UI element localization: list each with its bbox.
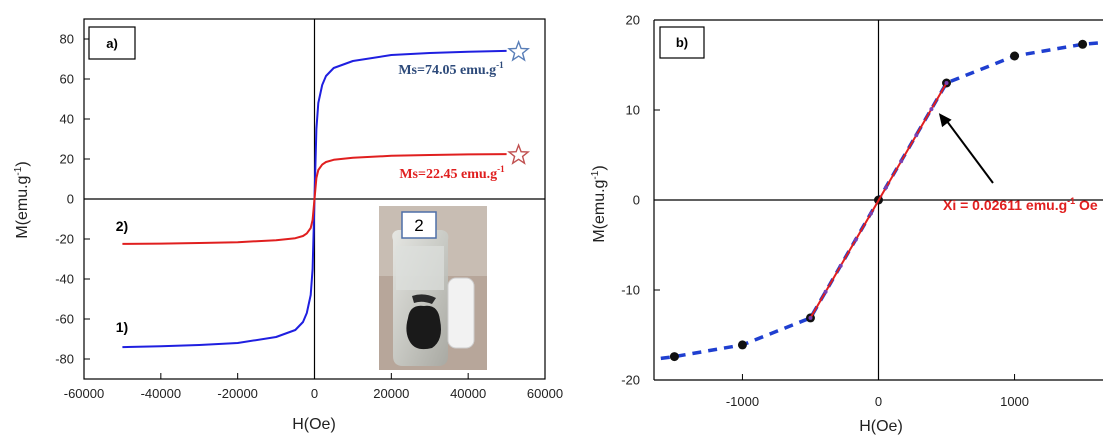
y-tick-label: -20	[55, 232, 74, 247]
ms-annotation-lower: Ms=22.45 emu.g-1	[399, 143, 530, 182]
panel-b-series-layer	[660, 39, 1103, 362]
panel-b-y-title: M(emu.g-1)	[590, 165, 608, 242]
panel-b-tick-layer: -20 -10 0 10 20 -1000 0 1000	[621, 13, 1029, 410]
x-tick-label: 20000	[373, 386, 409, 401]
x-tick-label: -20000	[217, 386, 257, 401]
fit-sample-dot	[944, 81, 949, 85]
fit-sample-dot	[914, 133, 919, 138]
y-tick-label: 10	[626, 103, 640, 118]
x-tick-label: 40000	[450, 386, 486, 401]
ms-upper-text: Ms=74.05 emu.g	[398, 63, 496, 78]
xi-arrow-head	[938, 113, 952, 128]
svg-text:Ms=22.45 emu.g-1: Ms=22.45 emu.g-1	[399, 164, 505, 182]
ms-lower-text: Ms=22.45 emu.g	[399, 167, 497, 182]
fit-sample-dot	[884, 185, 889, 190]
x-tick-label: -1000	[726, 394, 759, 409]
y-tick-label: -10	[621, 283, 640, 298]
y-tick-label: 60	[60, 72, 74, 87]
ms-lower-sup: -1	[497, 164, 505, 174]
y-tick-label: -60	[55, 312, 74, 327]
panel-b-tag: b)	[676, 35, 688, 50]
inset-label: 2	[414, 216, 423, 235]
fit-sample-dot	[823, 289, 828, 294]
ms-annotation-upper: Ms=74.05 emu.g-1	[398, 39, 530, 78]
y-tick-label: 40	[60, 112, 74, 127]
magnet-block	[447, 277, 475, 349]
panel-a-series-layer	[122, 49, 507, 349]
y-tick-label: 20	[60, 152, 74, 167]
ms-upper-sup: -1	[496, 60, 504, 70]
x-tick-label: -60000	[64, 386, 104, 401]
series-2-label: 2)	[116, 218, 128, 234]
x-tick-label: -40000	[141, 386, 181, 401]
y-tick-label: 0	[633, 193, 640, 208]
fit-sample-dot	[868, 211, 873, 216]
x-tick-label: 0	[875, 394, 882, 409]
panel-a-y-title: M(emu.g-1)	[13, 161, 31, 238]
inset-photo: 2	[379, 206, 487, 370]
y-tick-label: -80	[55, 352, 74, 367]
x-tick-label: 1000	[1000, 394, 1029, 409]
x-tick-label: 60000	[527, 386, 563, 401]
data-point-marker	[737, 340, 747, 350]
xi-arrow	[946, 120, 994, 184]
xi-text: Xi = 0.02611 emu.g	[943, 197, 1067, 213]
series-1-label: 1)	[116, 319, 128, 335]
xi-tail: Oe	[1075, 197, 1098, 213]
x-tick-label: 0	[311, 386, 318, 401]
fit-sample-dot	[838, 263, 843, 268]
xi-sup: -1	[1067, 196, 1075, 206]
magnetic-sample	[406, 305, 441, 350]
fit-sample-dot	[929, 107, 934, 112]
panel-a-tick-layer: -80 -60 -40 -20 0 20 40 60 80 -60000 -40000 -20000 0…	[55, 32, 563, 402]
y-tick-label: 0	[67, 192, 74, 207]
data-point-marker	[1010, 51, 1020, 61]
panel-b-x-title: H(Oe)	[859, 418, 903, 435]
data-point-marker	[669, 352, 679, 362]
fit-sample-dot	[853, 237, 858, 242]
fit-sample-dot	[808, 315, 813, 320]
series-line-2	[122, 153, 507, 245]
xi-annotation: Xi = 0.02611 emu.g-1 Oe	[938, 113, 1098, 213]
panel-a-tag: a)	[106, 36, 118, 51]
star-marker-upper	[507, 39, 530, 62]
svg-text:Ms=74.05 emu.g-1: Ms=74.05 emu.g-1	[398, 60, 504, 78]
panel-a-hysteresis-plot: -80 -60 -40 -20 0 20 40 60 80 -60000 -40000 -20000 0…	[13, 18, 563, 433]
fit-sample-dot	[899, 159, 904, 164]
panel-b-initial-susceptibility-plot: -20 -10 0 10 20 -1000 0 1000 b) Xi = 0.02611 em…	[590, 13, 1103, 435]
series-line-2	[809, 82, 948, 319]
panel-a-x-title: H(Oe)	[292, 416, 336, 433]
y-tick-label: 80	[60, 32, 74, 47]
y-tick-label: 20	[626, 13, 640, 28]
svg-text:Xi = 0.02611 emu.g-1 Oe: Xi = 0.02611 emu.g-1 Oe	[943, 196, 1098, 213]
y-tick-label: -20	[621, 373, 640, 388]
data-point-marker	[1078, 39, 1088, 49]
star-marker-lower	[507, 143, 530, 165]
y-tick-label: -40	[55, 272, 74, 287]
